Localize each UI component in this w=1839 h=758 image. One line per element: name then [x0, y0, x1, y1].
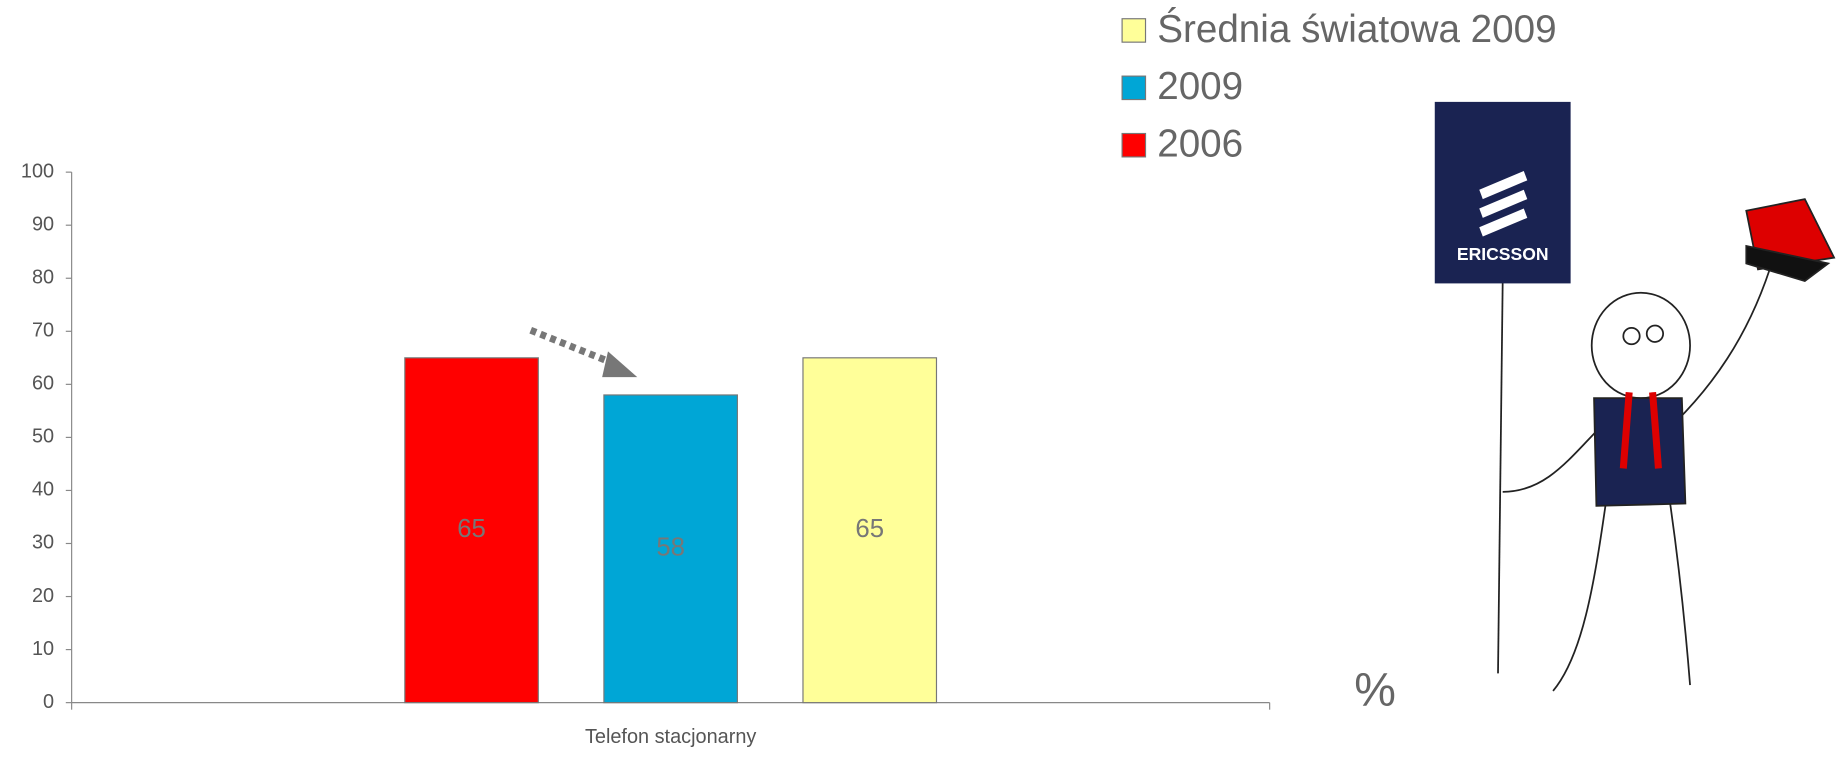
y-tick-label: 100: [21, 160, 54, 182]
y-tick-label: 0: [43, 691, 54, 713]
data-label: 58: [656, 534, 685, 562]
data-label: 65: [457, 515, 486, 543]
y-tick-label: 80: [32, 266, 54, 288]
data-label: 65: [855, 515, 884, 543]
x-tick-label: Telefon stacjonarny: [585, 726, 756, 748]
y-tick-label: 60: [32, 373, 54, 395]
unit-label: %: [1354, 664, 1396, 716]
legend-swatch: [1122, 19, 1145, 42]
y-tick-label: 40: [32, 479, 54, 501]
legend-label: 2009: [1157, 65, 1243, 108]
y-tick-label: 30: [32, 532, 54, 554]
ericsson-sign: ERICSSON: [1435, 102, 1571, 673]
y-tick-label: 20: [32, 585, 54, 607]
logo-text: ERICSSON: [1457, 244, 1549, 264]
y-tick-label: 10: [32, 638, 54, 660]
legend-swatch: [1122, 76, 1145, 99]
chart: % ERICSSON 0 10 20 30 40 50 60 70 80 90 100 Telefon…: [0, 0, 1839, 753]
legend-label: 2006: [1157, 123, 1243, 166]
trend-arrow: [531, 330, 638, 377]
y-tick-label: 70: [32, 320, 54, 342]
legend-label: Średnia światowa 2009: [1157, 6, 1556, 51]
y-tick-label: 50: [32, 426, 54, 448]
legend-swatch: [1122, 134, 1145, 157]
y-tick-label: 90: [32, 213, 54, 235]
